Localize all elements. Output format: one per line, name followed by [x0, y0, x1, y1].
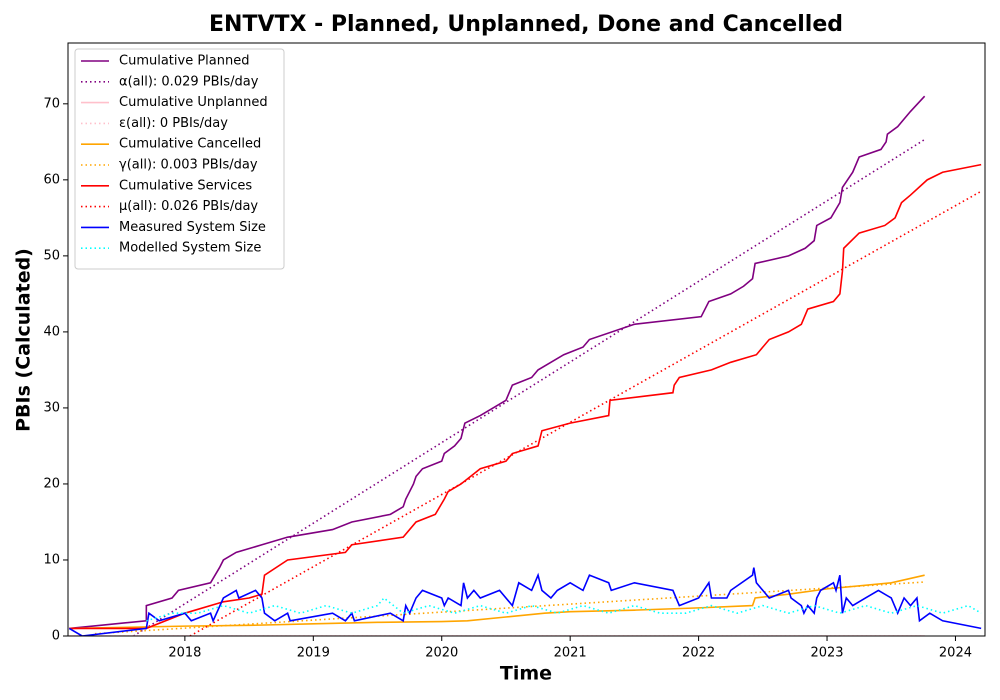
legend-label: Cumulative Services: [119, 178, 252, 193]
x-tick-label: 2023: [810, 646, 843, 661]
series-line: [69, 163, 982, 630]
y-tick-label: 0: [52, 629, 60, 644]
x-axis-label: Time: [500, 663, 552, 685]
legend-label: μ(all): 0.026 PBIs/day: [119, 199, 258, 214]
y-tick-label: 10: [43, 552, 60, 567]
x-tick-label: 2018: [168, 646, 201, 661]
legend-label: γ(all): 0.003 PBIs/day: [119, 158, 258, 173]
series-line: [69, 95, 926, 630]
x-tick-label: 2024: [939, 646, 972, 661]
legend-label: ε(all): 0 PBIs/day: [119, 116, 228, 131]
y-axis-label: PBIs (Calculated): [13, 248, 35, 432]
series-line: [68, 567, 982, 636]
x-tick-label: 2019: [297, 646, 330, 661]
legend-label: Cumulative Unplanned: [119, 95, 268, 110]
series-line: [189, 190, 982, 636]
y-tick-label: 20: [43, 476, 60, 491]
series-line: [69, 574, 925, 630]
legend-label: Cumulative Cancelled: [119, 137, 261, 152]
y-tick-label: 30: [43, 400, 60, 415]
legend-box: [74, 48, 285, 270]
legend-label: Modelled System Size: [119, 241, 261, 256]
y-tick-label: 40: [43, 324, 60, 339]
legend-label: α(all): 0.029 PBIs/day: [119, 74, 259, 89]
legend-label: Cumulative Planned: [119, 54, 249, 69]
x-tick-label: 2022: [682, 646, 715, 661]
y-tick-label: 50: [43, 248, 60, 263]
plot-frame: [67, 42, 986, 637]
y-tick-label: 70: [43, 96, 60, 111]
legend-label: Measured System Size: [119, 220, 266, 235]
x-tick-label: 2021: [554, 646, 587, 661]
chart-title: ENTVTX - Planned, Unplanned, Done and Ca…: [209, 12, 843, 37]
x-tick-label: 2020: [425, 646, 458, 661]
series-line: [146, 596, 982, 622]
y-tick-label: 60: [43, 172, 60, 187]
plot-lines: [68, 95, 982, 636]
